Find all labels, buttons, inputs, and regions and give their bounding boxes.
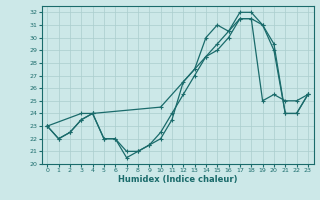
X-axis label: Humidex (Indice chaleur): Humidex (Indice chaleur)	[118, 175, 237, 184]
